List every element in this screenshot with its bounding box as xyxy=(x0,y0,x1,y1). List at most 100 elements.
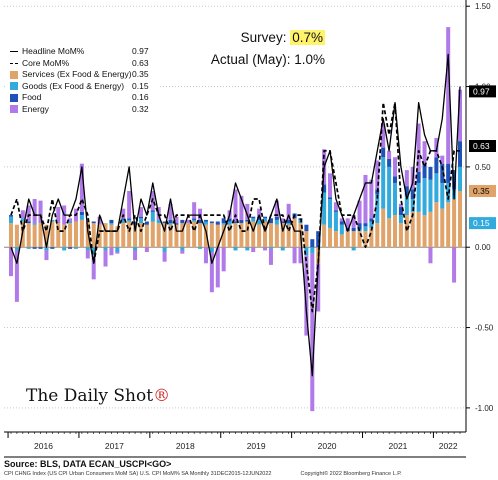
bar-energy xyxy=(328,173,333,198)
bar-food xyxy=(274,216,279,220)
bar-services xyxy=(162,223,167,248)
bar-goods xyxy=(209,247,214,253)
bar-services xyxy=(8,223,14,248)
bar-energy xyxy=(115,252,120,254)
bar-energy xyxy=(440,155,445,164)
bar-goods xyxy=(398,215,403,224)
bar-energy xyxy=(138,207,143,217)
bar-food xyxy=(333,210,338,212)
bar-food xyxy=(339,221,344,225)
bar-food xyxy=(245,219,250,222)
bar-services xyxy=(257,224,262,248)
legend-item-core: Core MoM% 0.63 xyxy=(6,58,158,70)
bar-energy xyxy=(387,150,392,159)
bar-energy xyxy=(286,203,291,220)
bar-services xyxy=(91,223,96,248)
survey-label: Survey: xyxy=(240,30,287,45)
bar-services xyxy=(115,226,120,248)
bar-energy xyxy=(345,218,350,228)
bar-services xyxy=(209,223,214,248)
bar-energy xyxy=(133,250,138,261)
bar-energy xyxy=(144,247,149,253)
bar-services xyxy=(168,224,173,248)
bar-energy xyxy=(79,163,84,212)
bar-energy xyxy=(20,210,25,219)
bar-energy xyxy=(357,200,362,224)
bar-food xyxy=(422,163,427,179)
bar-goods xyxy=(26,247,31,249)
footnote-left: CPI CHNG Index (US CPI Urban Consumers M… xyxy=(4,471,272,477)
bar-goods xyxy=(91,247,96,256)
bar-energy xyxy=(32,199,37,224)
bar-goods xyxy=(221,223,226,225)
bar-food xyxy=(68,247,73,249)
bar-food xyxy=(26,221,31,224)
bar-goods xyxy=(257,219,262,225)
bar-goods xyxy=(50,219,55,222)
y-tick-label: 0.00 xyxy=(475,243,491,252)
bar-energy xyxy=(209,252,214,293)
bar-energy xyxy=(351,215,356,228)
bar-food xyxy=(203,219,208,222)
bar-food xyxy=(174,223,179,225)
bar-energy xyxy=(263,247,268,251)
bar-food xyxy=(316,231,321,248)
bar-services xyxy=(328,227,333,248)
bar-goods xyxy=(203,221,208,225)
bar-services xyxy=(434,202,439,248)
bar-services xyxy=(416,211,421,248)
bar-energy xyxy=(109,247,114,256)
bar-goods xyxy=(286,223,291,225)
bar-food xyxy=(280,221,285,224)
bar-energy xyxy=(257,208,262,217)
legend-value: 0.97 xyxy=(132,46,149,57)
bar-food xyxy=(144,221,149,225)
bar-goods xyxy=(351,247,356,251)
bar-food xyxy=(363,223,368,227)
bar-energy xyxy=(180,250,185,254)
bar-services xyxy=(446,202,451,248)
bar-services xyxy=(68,223,73,248)
actual-annotation: Actual (May): 1.0% xyxy=(0,52,325,67)
bar-services xyxy=(156,223,161,248)
bar-goods xyxy=(8,216,14,224)
bar-services xyxy=(357,231,362,248)
bar-services xyxy=(44,224,49,248)
legend-item-goods: Goods (Ex Food & Energy) 0.15 xyxy=(6,81,158,93)
bar-food xyxy=(434,157,439,174)
bar-energy xyxy=(457,89,463,142)
bar-services xyxy=(97,224,102,248)
bar-goods xyxy=(138,218,143,224)
bar-goods xyxy=(381,157,386,209)
legend-value: 0.32 xyxy=(132,103,149,114)
bar-food xyxy=(369,218,374,222)
legend-label: Core MoM% xyxy=(22,57,70,68)
axis-layer: 1.501.000.500.00-0.50-1.0020162017201820… xyxy=(4,0,496,458)
bar-energy xyxy=(298,247,303,264)
footnote-right: Copyright© 2022 Bloomberg Finance L.P. xyxy=(300,471,402,477)
bar-services xyxy=(345,231,350,248)
bar-energy xyxy=(168,203,173,220)
bar-goods xyxy=(32,223,37,225)
legend-label: Energy xyxy=(22,103,49,114)
bar-energy xyxy=(233,189,238,222)
bar-energy xyxy=(38,200,43,224)
bar-energy xyxy=(452,247,457,283)
bar-food xyxy=(91,221,96,224)
bar-energy xyxy=(245,203,250,220)
bar-goods xyxy=(375,194,380,224)
bar-goods xyxy=(251,218,256,222)
bar-services xyxy=(363,231,368,248)
watermark-logo: The Daily Shot® xyxy=(26,386,170,406)
bar-food xyxy=(446,163,451,183)
bar-goods xyxy=(85,247,90,251)
bar-goods xyxy=(322,192,327,225)
bar-goods xyxy=(115,247,120,253)
bar-energy xyxy=(91,255,96,280)
bar-food xyxy=(227,218,232,222)
bar-services xyxy=(263,221,268,248)
bar-goods xyxy=(422,178,427,216)
bar-energy xyxy=(304,255,309,336)
bar-services xyxy=(375,223,380,248)
